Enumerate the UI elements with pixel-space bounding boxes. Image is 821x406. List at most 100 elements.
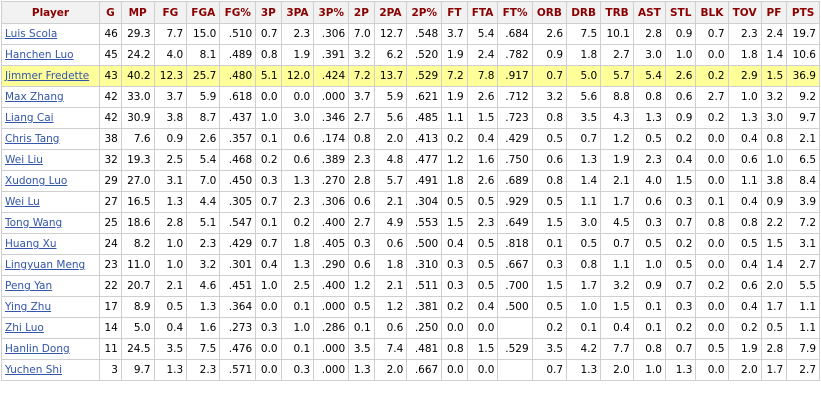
column-header-ft-pct[interactable]: FT% (497, 1, 533, 24)
stat-cell-stl: 0.2 (664, 233, 697, 255)
stat-cell-ft: 1.5 (441, 212, 468, 234)
column-header-2p-pct[interactable]: 2P% (406, 1, 443, 24)
stat-cell-ft: 0.4 (441, 233, 468, 255)
column-header-trb[interactable]: TRB (600, 1, 634, 24)
player-name-link[interactable]: Chris Tang (5, 133, 60, 145)
column-header-3p-pct[interactable]: 3P% (313, 1, 350, 24)
column-header-blk[interactable]: BLK (695, 1, 729, 24)
player-name-link[interactable]: Zhi Luo (5, 322, 44, 334)
column-header-player[interactable]: Player (1, 1, 100, 24)
stat-cell-3p: 1.0 (255, 275, 282, 297)
column-header-pts[interactable]: PTS (786, 1, 820, 24)
player-name-link[interactable]: Peng Yan (5, 280, 53, 292)
stat-cell-fg: 0.4 (153, 317, 188, 339)
stat-cell-drb: 1.3 (566, 359, 602, 381)
stat-cell-3p-pct: .270 (313, 170, 350, 192)
player-name-link[interactable]: Hanlin Dong (5, 343, 70, 355)
stat-cell-fg-pct: .357 (219, 128, 257, 150)
stat-cell-g: 42 (99, 86, 122, 108)
stat-cell-3p: 0.7 (255, 233, 282, 255)
stat-cell-orb: 0.2 (531, 317, 568, 339)
stat-cell-2pa: 2.1 (373, 191, 408, 213)
stat-cell-pts: 9.2 (786, 86, 820, 108)
column-header-3pa[interactable]: 3PA (280, 1, 315, 24)
column-header-g[interactable]: G (99, 1, 122, 24)
stat-cell-stl: 0.7 (664, 338, 697, 360)
player-name-link[interactable]: Lingyuan Meng (5, 259, 86, 271)
player-name-link[interactable]: Tong Wang (5, 217, 63, 229)
player-name-link[interactable]: Max Zhang (5, 91, 64, 103)
player-name-link[interactable]: Wei Lu (5, 196, 40, 208)
stat-cell-2p: 0.3 (348, 233, 375, 255)
stat-cell-ft-pct: .689 (497, 170, 533, 192)
player-cell: Tong Wang (1, 212, 100, 234)
stat-cell-pts: 36.9 (786, 65, 820, 87)
player-cell: Ying Zhu (1, 296, 100, 318)
player-name-link[interactable]: Luis Scola (5, 28, 58, 40)
column-header-tov[interactable]: TOV (727, 1, 762, 24)
player-stats-table: Player G MP FG FGA FG% 3P 3PA 3P% 2P 2PA 2P% FT FTA FT… (1, 1, 820, 381)
table-row: Wei Lu 27 16.5 1.3 4.4.305 0.7 2.3.306 0.6 2.1.3… (1, 191, 820, 213)
stat-cell-3p-pct: .000 (313, 86, 350, 108)
column-header-mp[interactable]: MP (120, 1, 155, 24)
stat-cell-stl: 2.6 (664, 65, 697, 87)
column-header-stl[interactable]: STL (664, 1, 697, 24)
column-header-2pa[interactable]: 2PA (373, 1, 408, 24)
stat-cell-ast: 5.4 (632, 65, 666, 87)
column-header-fga[interactable]: FGA (186, 1, 221, 24)
stat-cell-3p: 0.3 (255, 317, 282, 339)
stat-cell-blk: 0.0 (695, 170, 729, 192)
table-row: Lingyuan Meng 23 11.0 1.0 3.2.301 0.4 1.3.290 0… (1, 254, 820, 276)
player-cell: Hanchen Luo (1, 44, 100, 66)
stat-cell-3pa: 1.8 (280, 233, 315, 255)
column-header-fg[interactable]: FG (153, 1, 188, 24)
column-header-3p[interactable]: 3P (255, 1, 282, 24)
stat-cell-3pa: 0.0 (280, 86, 315, 108)
stat-cell-2pa: 4.8 (373, 149, 408, 171)
column-header-fta[interactable]: FTA (466, 1, 499, 24)
stat-cell-drb: 0.1 (566, 317, 602, 339)
player-cell: Wei Liu (1, 149, 100, 171)
column-header-orb[interactable]: ORB (531, 1, 568, 24)
column-header-ast[interactable]: AST (632, 1, 666, 24)
stat-cell-stl: 0.7 (664, 275, 697, 297)
player-cell: Luis Scola (1, 23, 100, 45)
stat-cell-g: 22 (99, 275, 122, 297)
stat-cell-pts: 2.7 (786, 359, 820, 381)
stat-cell-g: 45 (99, 44, 122, 66)
stat-cell-3p-pct: .389 (313, 149, 350, 171)
stat-cell-orb: 0.7 (531, 65, 568, 87)
stat-cell-tov: 2.3 (727, 23, 762, 45)
player-cell: Yuchen Shi (1, 359, 100, 381)
table-row: Liang Cai 42 30.9 3.8 8.7.437 1.0 3.0.346 2.7 5.… (1, 107, 820, 129)
column-header-fg-pct[interactable]: FG% (219, 1, 257, 24)
player-cell: Wei Lu (1, 191, 100, 213)
player-name-link[interactable]: Huang Xu (5, 238, 57, 250)
player-name-link[interactable]: Wei Liu (5, 154, 43, 166)
player-name-link[interactable]: Xudong Luo (5, 175, 68, 187)
player-name-link[interactable]: Hanchen Luo (5, 49, 74, 61)
player-name-link[interactable]: Yuchen Shi (5, 364, 62, 376)
column-header-2p[interactable]: 2P (348, 1, 375, 24)
stat-cell-fta: 0.0 (466, 317, 499, 339)
stat-cell-fta: 7.8 (466, 65, 499, 87)
stat-cell-mp: 18.6 (120, 212, 155, 234)
stat-cell-ft: 1.9 (441, 86, 468, 108)
stat-cell-ft-pct: .500 (497, 296, 533, 318)
stat-cell-fga: 7.5 (186, 338, 221, 360)
stat-cell-3pa: 1.9 (280, 44, 315, 66)
stat-cell-ft-pct: .723 (497, 107, 533, 129)
stat-cell-fta: 2.6 (466, 86, 499, 108)
stat-cell-ft-pct: .649 (497, 212, 533, 234)
column-header-drb[interactable]: DRB (566, 1, 602, 24)
player-name-link[interactable]: Jimmer Fredette (5, 70, 90, 82)
stat-cell-2p-pct: .491 (406, 170, 443, 192)
stat-cell-drb: 1.1 (566, 191, 602, 213)
player-name-link[interactable]: Ying Zhu (5, 301, 52, 313)
player-name-link[interactable]: Liang Cai (5, 112, 54, 124)
column-header-ft[interactable]: FT (441, 1, 468, 24)
stat-cell-2p: 0.8 (348, 128, 375, 150)
stat-cell-pf: 1.5 (760, 233, 788, 255)
column-header-pf[interactable]: PF (760, 1, 788, 24)
stat-cell-trb: 2.0 (600, 359, 634, 381)
